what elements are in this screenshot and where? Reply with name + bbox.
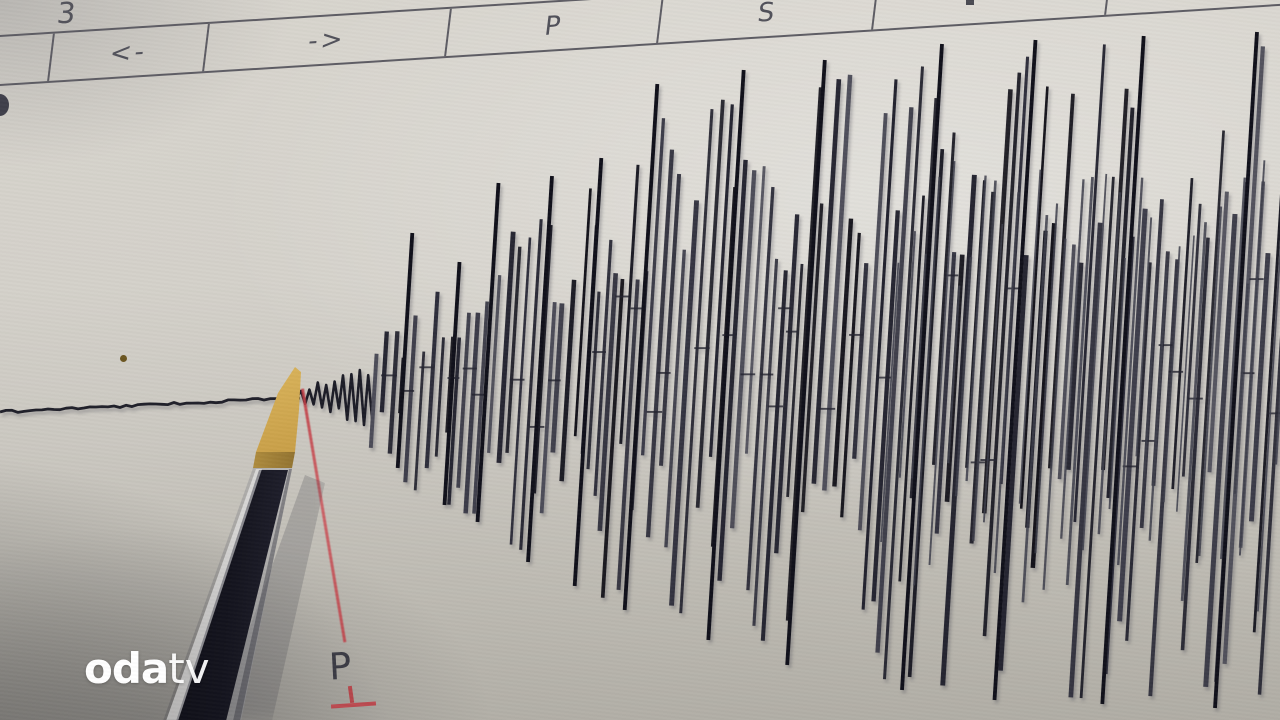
ballpoint-pen bbox=[120, 355, 330, 720]
cut-glyph-top bbox=[966, 0, 974, 5]
p-pick-label: P bbox=[327, 644, 353, 689]
partial-glyph-left-edge bbox=[0, 94, 9, 116]
pen-ball-point bbox=[120, 355, 127, 362]
watermark-light-part: tv bbox=[168, 644, 210, 693]
odatv-watermark: odatv bbox=[84, 644, 210, 693]
watermark-bold-part: oda bbox=[84, 644, 169, 693]
upper-row-digit: 3 bbox=[55, 0, 78, 30]
toolbar-cell-empty-left bbox=[0, 33, 55, 86]
pen-brass-ring bbox=[253, 452, 295, 468]
toolbar-cell-arrow-left: <- bbox=[49, 23, 210, 81]
